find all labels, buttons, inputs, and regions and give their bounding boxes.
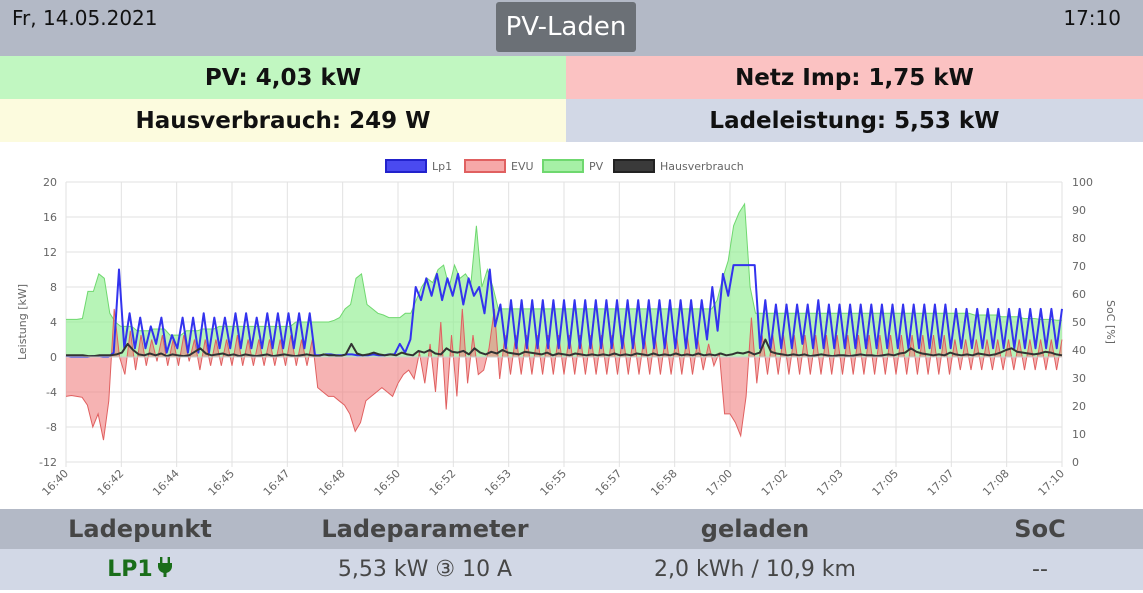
charge-mode-button[interactable]: PV-Laden — [496, 2, 636, 52]
vehicle-soc: -- — [1032, 557, 1048, 582]
charged-energy: 2,0 kWh / 10,9 km — [654, 557, 856, 582]
y-axis-label: Leistung [kW] — [16, 284, 29, 360]
x-tick-label: 17:00 — [704, 467, 736, 499]
hausverbrauch-series-line — [66, 338, 1063, 358]
x-tick-label: 16:42 — [95, 467, 127, 499]
y2-tick-label: 90 — [1072, 204, 1086, 217]
x-tick-label: 16:53 — [482, 467, 514, 499]
header-ladeparameter: Ladeparameter — [321, 515, 529, 543]
y2-tick-label: 10 — [1072, 428, 1086, 441]
legend-swatch — [385, 159, 427, 173]
lp1-series-line — [65, 264, 1063, 358]
power-chart: 20 16 12 8 4 0 -4 -8 -12 100 90 80 70 60 50 40 30 20 10 0 16… — [0, 148, 1143, 506]
chargepoint-name[interactable]: LP1 — [40, 556, 240, 583]
x-tick-label: 17:10 — [1036, 467, 1068, 499]
x-tick-label: 16:47 — [261, 467, 293, 499]
date-label: Fr, 14.05.2021 — [12, 6, 158, 30]
x-tick-label: 17:02 — [759, 467, 791, 499]
charging-power-stat: Ladeleistung: 5,53 kW — [566, 99, 1143, 142]
y-tick-label: -8 — [46, 421, 57, 434]
y2-tick-label: 80 — [1072, 232, 1086, 245]
x-tick-label: 16:52 — [427, 467, 459, 499]
grid-import-stat: Netz Imp: 1,75 kW — [566, 56, 1143, 99]
y2-tick-label: 40 — [1072, 344, 1086, 357]
header-geladen: geladen — [700, 515, 810, 543]
x-tick-label: 16:50 — [372, 467, 404, 499]
x-tick-label: 17:07 — [925, 467, 957, 499]
x-tick-label: 16:44 — [150, 467, 182, 499]
y-tick-label: 0 — [50, 351, 57, 364]
header-ladepunkt: Ladepunkt — [68, 515, 212, 543]
chargepoint-table-header: Ladepunkt Ladeparameter geladen SoC — [0, 509, 1143, 549]
x-tick-label: 16:58 — [648, 467, 680, 499]
pv-power-stat: PV: 4,03 kW — [0, 56, 566, 99]
x-tick-label: 17:03 — [814, 467, 846, 499]
time-label: 17:10 — [1063, 6, 1121, 30]
y-tick-label: 20 — [43, 176, 57, 189]
header-soc: SoC — [1014, 515, 1066, 543]
y-tick-label: 12 — [43, 246, 57, 259]
legend-label: Lp1 — [432, 160, 452, 173]
y2-tick-label: 100 — [1072, 176, 1093, 189]
legend-swatch — [464, 159, 506, 173]
chargepoint-label: LP1 — [107, 556, 153, 582]
x-tick-label: 16:55 — [538, 467, 570, 499]
legend-swatch — [613, 159, 655, 173]
x-tick-label: 16:57 — [593, 467, 625, 499]
house-consumption-stat: Hausverbrauch: 249 W — [0, 99, 566, 142]
y-tick-label: -4 — [46, 386, 57, 399]
x-tick-label: 17:08 — [980, 467, 1012, 499]
y2-tick-label: 20 — [1072, 400, 1086, 413]
y2-tick-label: 30 — [1072, 372, 1086, 385]
pv-series-area — [66, 203, 1062, 357]
plug-icon — [157, 556, 173, 583]
y2-axis-label: SoC [%] — [1104, 300, 1117, 344]
y-tick-label: -12 — [39, 456, 57, 469]
legend-label: EVU — [511, 160, 534, 173]
legend-label: Hausverbrauch — [660, 160, 744, 173]
y2-tick-label: 0 — [1072, 456, 1079, 469]
y-tick-label: 8 — [50, 281, 57, 294]
x-tick-label: 16:48 — [316, 467, 348, 499]
chargepoint-row[interactable]: LP1 5,53 kW ③ 10 A 2,0 kWh / 10,9 km -- — [0, 549, 1143, 590]
y2-tick-label: 60 — [1072, 288, 1086, 301]
charge-parameters: 5,53 kW ③ 10 A — [337, 557, 513, 582]
x-tick-label: 17:05 — [870, 467, 902, 499]
y-tick-label: 16 — [43, 211, 57, 224]
x-tick-label: 16:40 — [40, 467, 72, 499]
evu-series-line — [65, 308, 1063, 441]
header-bar: Fr, 14.05.2021 PV-Laden 17:10 — [0, 0, 1143, 56]
y-tick-label: 4 — [50, 316, 57, 329]
legend-label: PV — [589, 160, 604, 173]
power-chart-svg: 201612840-4-8-12100908070605040302010016… — [16, 159, 1117, 499]
legend-swatch — [542, 159, 584, 173]
y2-tick-label: 70 — [1072, 260, 1086, 273]
y2-tick-label: 50 — [1072, 316, 1086, 329]
x-tick-label: 16:45 — [206, 467, 238, 499]
